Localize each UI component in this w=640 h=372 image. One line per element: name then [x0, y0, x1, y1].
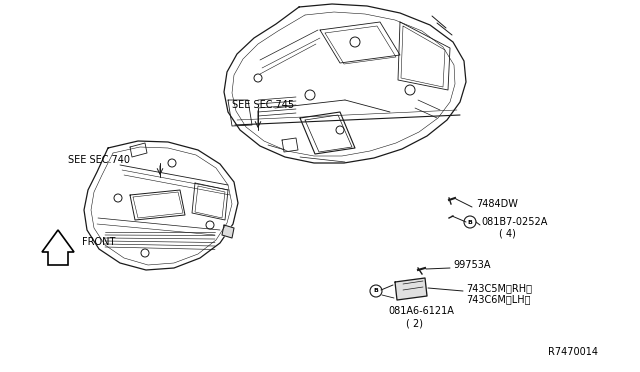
Text: 99753A: 99753A [453, 260, 490, 270]
Text: 081A6-6121A: 081A6-6121A [388, 306, 454, 316]
Text: B: B [374, 289, 378, 294]
Polygon shape [222, 225, 234, 238]
Text: SEE SEC.740: SEE SEC.740 [68, 155, 130, 165]
Text: 743C5M（RH）: 743C5M（RH） [466, 283, 532, 293]
Text: SEE SEC.745: SEE SEC.745 [232, 100, 294, 110]
Text: 7484DW: 7484DW [476, 199, 518, 209]
Text: 081B7-0252A: 081B7-0252A [481, 217, 547, 227]
Text: B: B [468, 219, 472, 224]
Polygon shape [42, 230, 74, 265]
Polygon shape [84, 141, 238, 270]
Text: 743C6M（LH）: 743C6M（LH） [466, 294, 531, 304]
Polygon shape [395, 278, 427, 300]
Polygon shape [224, 4, 466, 163]
Text: R7470014: R7470014 [548, 347, 598, 357]
Text: ( 2): ( 2) [406, 318, 423, 328]
Text: ( 4): ( 4) [499, 229, 516, 239]
Text: FRONT: FRONT [82, 237, 115, 247]
